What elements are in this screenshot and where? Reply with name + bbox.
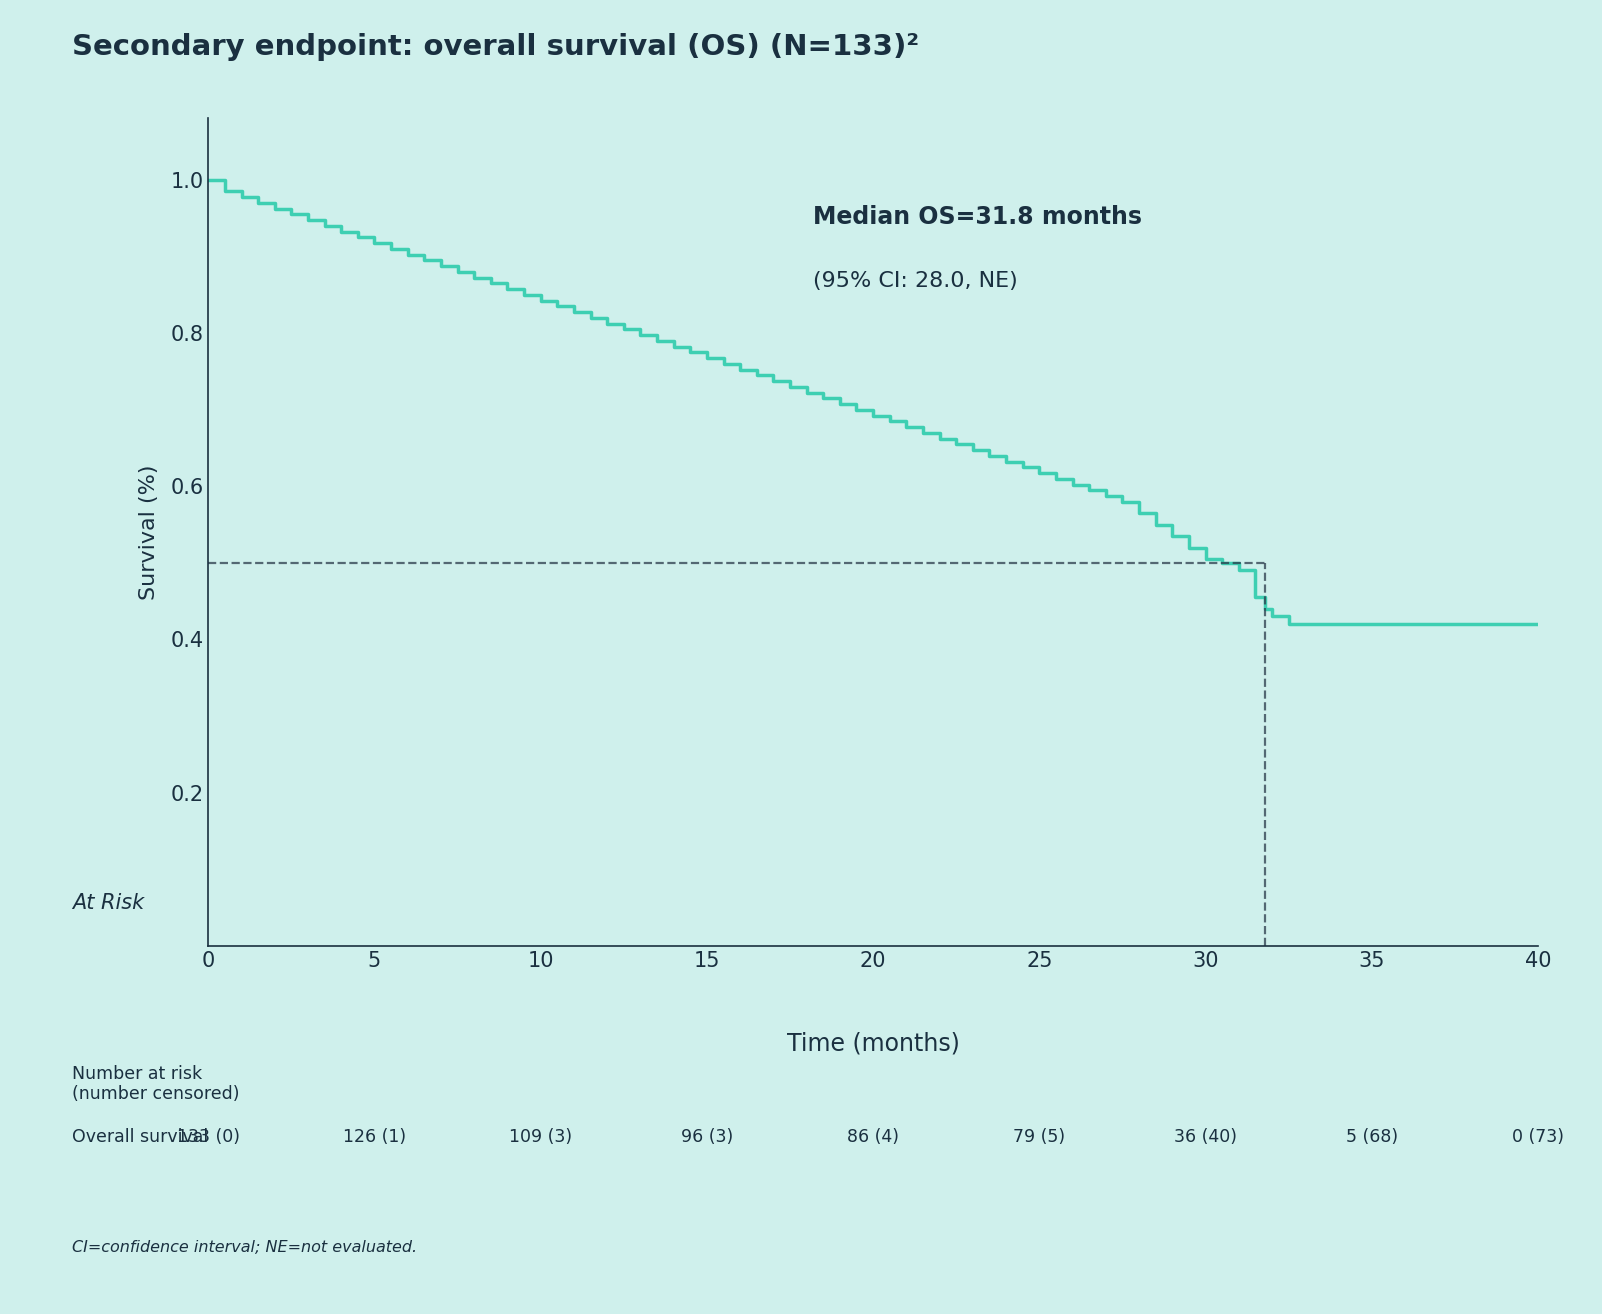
Text: (95% CI: 28.0, NE): (95% CI: 28.0, NE) xyxy=(814,272,1017,292)
Text: At Risk: At Risk xyxy=(72,894,144,913)
Text: Median OS=31.8 months: Median OS=31.8 months xyxy=(814,205,1142,229)
Text: 79 (5): 79 (5) xyxy=(1012,1127,1065,1146)
Text: 96 (3): 96 (3) xyxy=(681,1127,734,1146)
Text: Number at risk
(number censored): Number at risk (number censored) xyxy=(72,1064,240,1104)
Y-axis label: Survival (%): Survival (%) xyxy=(139,464,159,600)
Text: Secondary endpoint: overall survival (OS) (N=133)²: Secondary endpoint: overall survival (OS… xyxy=(72,33,920,60)
Text: 0 (73): 0 (73) xyxy=(1512,1127,1564,1146)
Text: 36 (40): 36 (40) xyxy=(1174,1127,1237,1146)
Text: 126 (1): 126 (1) xyxy=(343,1127,405,1146)
Text: 133 (0): 133 (0) xyxy=(176,1127,240,1146)
Text: 5 (68): 5 (68) xyxy=(1346,1127,1399,1146)
Text: Overall survival: Overall survival xyxy=(72,1127,208,1146)
Text: Time (months): Time (months) xyxy=(787,1031,960,1055)
Text: 109 (3): 109 (3) xyxy=(509,1127,572,1146)
Text: CI=confidence interval; NE=not evaluated.: CI=confidence interval; NE=not evaluated… xyxy=(72,1240,417,1255)
Text: 86 (4): 86 (4) xyxy=(847,1127,899,1146)
